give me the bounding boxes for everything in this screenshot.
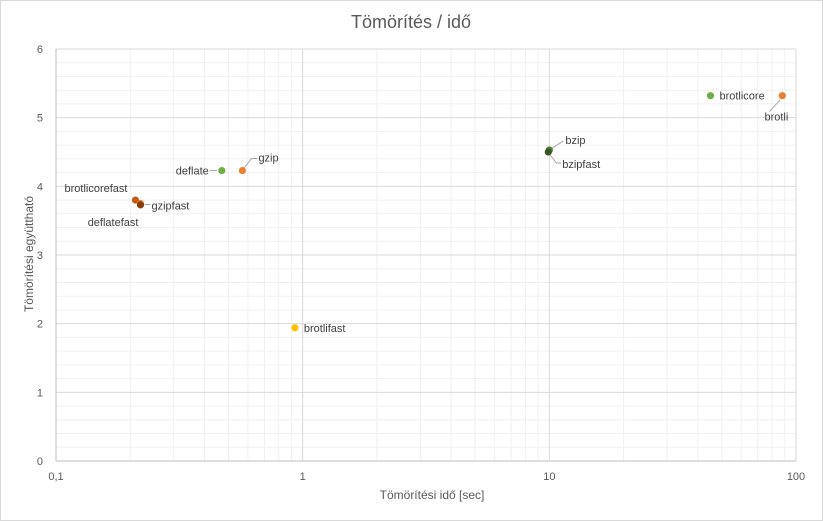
leader-line bbox=[768, 99, 781, 113]
data-point bbox=[778, 92, 786, 100]
leader-line bbox=[244, 158, 258, 168]
y-axis-label: Tömörítési együttható bbox=[22, 196, 36, 312]
chart-title: Tömörítés / idő bbox=[351, 12, 471, 32]
y-tick-label: 1 bbox=[37, 387, 43, 399]
y-tick-label: 6 bbox=[37, 44, 43, 56]
data-label: gzip bbox=[258, 153, 278, 165]
leader-line bbox=[552, 140, 564, 149]
x-tick-label: 100 bbox=[787, 471, 805, 483]
data-label: brotlicorefast bbox=[64, 183, 127, 195]
gridlines bbox=[55, 48, 797, 462]
data-points bbox=[131, 92, 786, 332]
x-tick-label: 0,1 bbox=[48, 471, 63, 483]
data-label: bzip bbox=[565, 135, 585, 147]
data-label: deflate bbox=[176, 166, 209, 178]
axes bbox=[55, 49, 796, 462]
tick-labels: 0,1 1 10 100 0 1 2 3 4 5 6 bbox=[37, 44, 805, 483]
data-point bbox=[218, 166, 226, 175]
data-point bbox=[544, 148, 552, 156]
y-tick-label: 3 bbox=[37, 250, 43, 262]
x-tick-label: 1 bbox=[300, 471, 306, 483]
data-point bbox=[136, 201, 145, 209]
y-tick-label: 0 bbox=[37, 456, 43, 468]
data-point bbox=[291, 324, 299, 332]
data-label: brotlicore bbox=[719, 91, 764, 103]
data-label: brotlifast bbox=[304, 323, 346, 335]
data-point bbox=[238, 166, 247, 175]
leader-lines bbox=[144, 99, 781, 205]
y-tick-label: 2 bbox=[37, 319, 43, 331]
data-label: deflatefast bbox=[88, 217, 139, 229]
data-label: gzipfast bbox=[151, 201, 189, 213]
data-label: brotli bbox=[764, 112, 788, 124]
leader-line bbox=[549, 154, 562, 164]
data-label: bzipfast bbox=[562, 159, 600, 171]
y-tick-label: 4 bbox=[37, 181, 43, 193]
data-point bbox=[706, 92, 715, 100]
y-tick-label: 5 bbox=[37, 113, 43, 125]
x-tick-label: 10 bbox=[543, 471, 555, 483]
x-axis-label: Tömörítési idő [sec] bbox=[380, 488, 485, 502]
